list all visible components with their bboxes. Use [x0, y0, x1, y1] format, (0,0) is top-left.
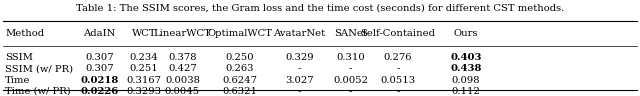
Text: Ours: Ours [454, 29, 478, 38]
Text: 0.403: 0.403 [450, 53, 482, 62]
Text: 0.0038: 0.0038 [165, 76, 200, 85]
Text: Time: Time [5, 76, 31, 85]
Text: 0.234: 0.234 [130, 53, 158, 62]
Text: 0.3167: 0.3167 [127, 76, 161, 85]
Text: SSIM (w/ PR): SSIM (w/ PR) [5, 64, 73, 73]
Text: 0.307: 0.307 [85, 64, 113, 73]
Text: 0.6247: 0.6247 [223, 76, 257, 85]
Text: 0.438: 0.438 [450, 64, 482, 73]
Text: 0.427: 0.427 [168, 64, 196, 73]
Text: 0.329: 0.329 [285, 53, 314, 62]
Text: 0.3293: 0.3293 [127, 87, 161, 96]
Text: WCT: WCT [132, 29, 156, 38]
Text: AvatarNet: AvatarNet [273, 29, 326, 38]
Text: 0.378: 0.378 [168, 53, 196, 62]
Text: -: - [298, 64, 301, 73]
Text: SSIM: SSIM [5, 53, 33, 62]
Text: 0.276: 0.276 [384, 53, 412, 62]
Text: -: - [298, 87, 301, 96]
Text: 0.0045: 0.0045 [165, 87, 200, 96]
Text: Table 1: The SSIM scores, the Gram loss and the time cost (seconds) for differen: Table 1: The SSIM scores, the Gram loss … [76, 4, 564, 13]
Text: 0.263: 0.263 [226, 64, 254, 73]
Text: 0.250: 0.250 [226, 53, 254, 62]
Text: 0.251: 0.251 [130, 64, 158, 73]
Text: -: - [349, 87, 353, 96]
Text: 0.098: 0.098 [452, 76, 480, 85]
Text: 0.6321: 0.6321 [223, 87, 257, 96]
Text: OptimalWCT: OptimalWCT [207, 29, 273, 38]
Text: Time (w/ PR): Time (w/ PR) [5, 87, 71, 96]
Text: 0.307: 0.307 [85, 53, 113, 62]
Text: 0.0218: 0.0218 [80, 76, 118, 85]
Text: -: - [349, 64, 353, 73]
Text: AdaIN: AdaIN [83, 29, 115, 38]
Text: -: - [396, 87, 400, 96]
Text: 3.027: 3.027 [285, 76, 314, 85]
Text: LinearWCT: LinearWCT [154, 29, 211, 38]
Text: 0.112: 0.112 [451, 87, 481, 96]
Text: Method: Method [5, 29, 44, 38]
Text: Self-Contained: Self-Contained [360, 29, 436, 38]
Text: 0.0226: 0.0226 [80, 87, 118, 96]
Text: -: - [396, 64, 400, 73]
Text: 0.310: 0.310 [337, 53, 365, 62]
Text: 0.0052: 0.0052 [333, 76, 368, 85]
Text: 0.0513: 0.0513 [381, 76, 415, 85]
Text: SANet: SANet [334, 29, 367, 38]
